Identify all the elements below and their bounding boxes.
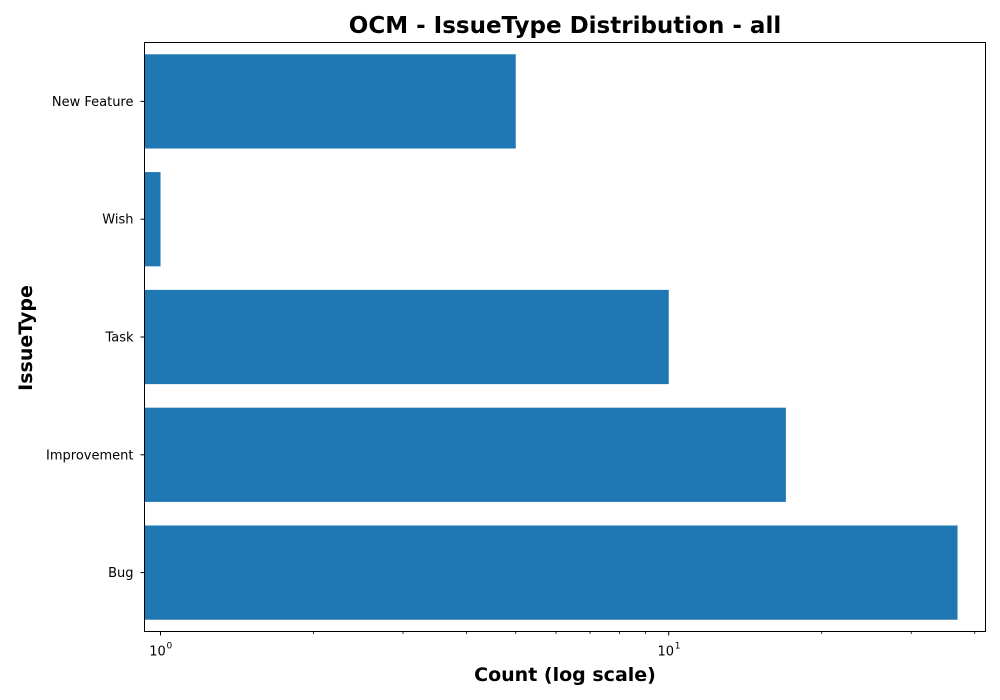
bars-layer [144, 54, 958, 620]
bar-task [144, 289, 669, 385]
x-tick-label: 10 [149, 645, 166, 660]
bar-new-feature [144, 54, 516, 149]
bar-wish [144, 172, 161, 267]
y-tick-label-wish: Wish [102, 213, 133, 228]
y-tick-label-task: Task [104, 331, 134, 346]
y-tick-label-bug: Bug [108, 566, 133, 581]
y-tick-label-new-feature: New Feature [52, 95, 134, 110]
y-tick-label-improvement: Improvement [46, 448, 133, 463]
x-tick-exponent: 1 [675, 642, 681, 652]
chart-title: OCM - IssueType Distribution - all [349, 13, 781, 39]
bar-improvement [144, 407, 786, 502]
x-axis-label: Count (log scale) [474, 664, 656, 686]
y-axis-label: IssueType [15, 285, 37, 391]
x-tick-exponent: 0 [167, 642, 173, 652]
x-tick-label: 10 [657, 645, 674, 660]
bar-bug [144, 525, 958, 620]
